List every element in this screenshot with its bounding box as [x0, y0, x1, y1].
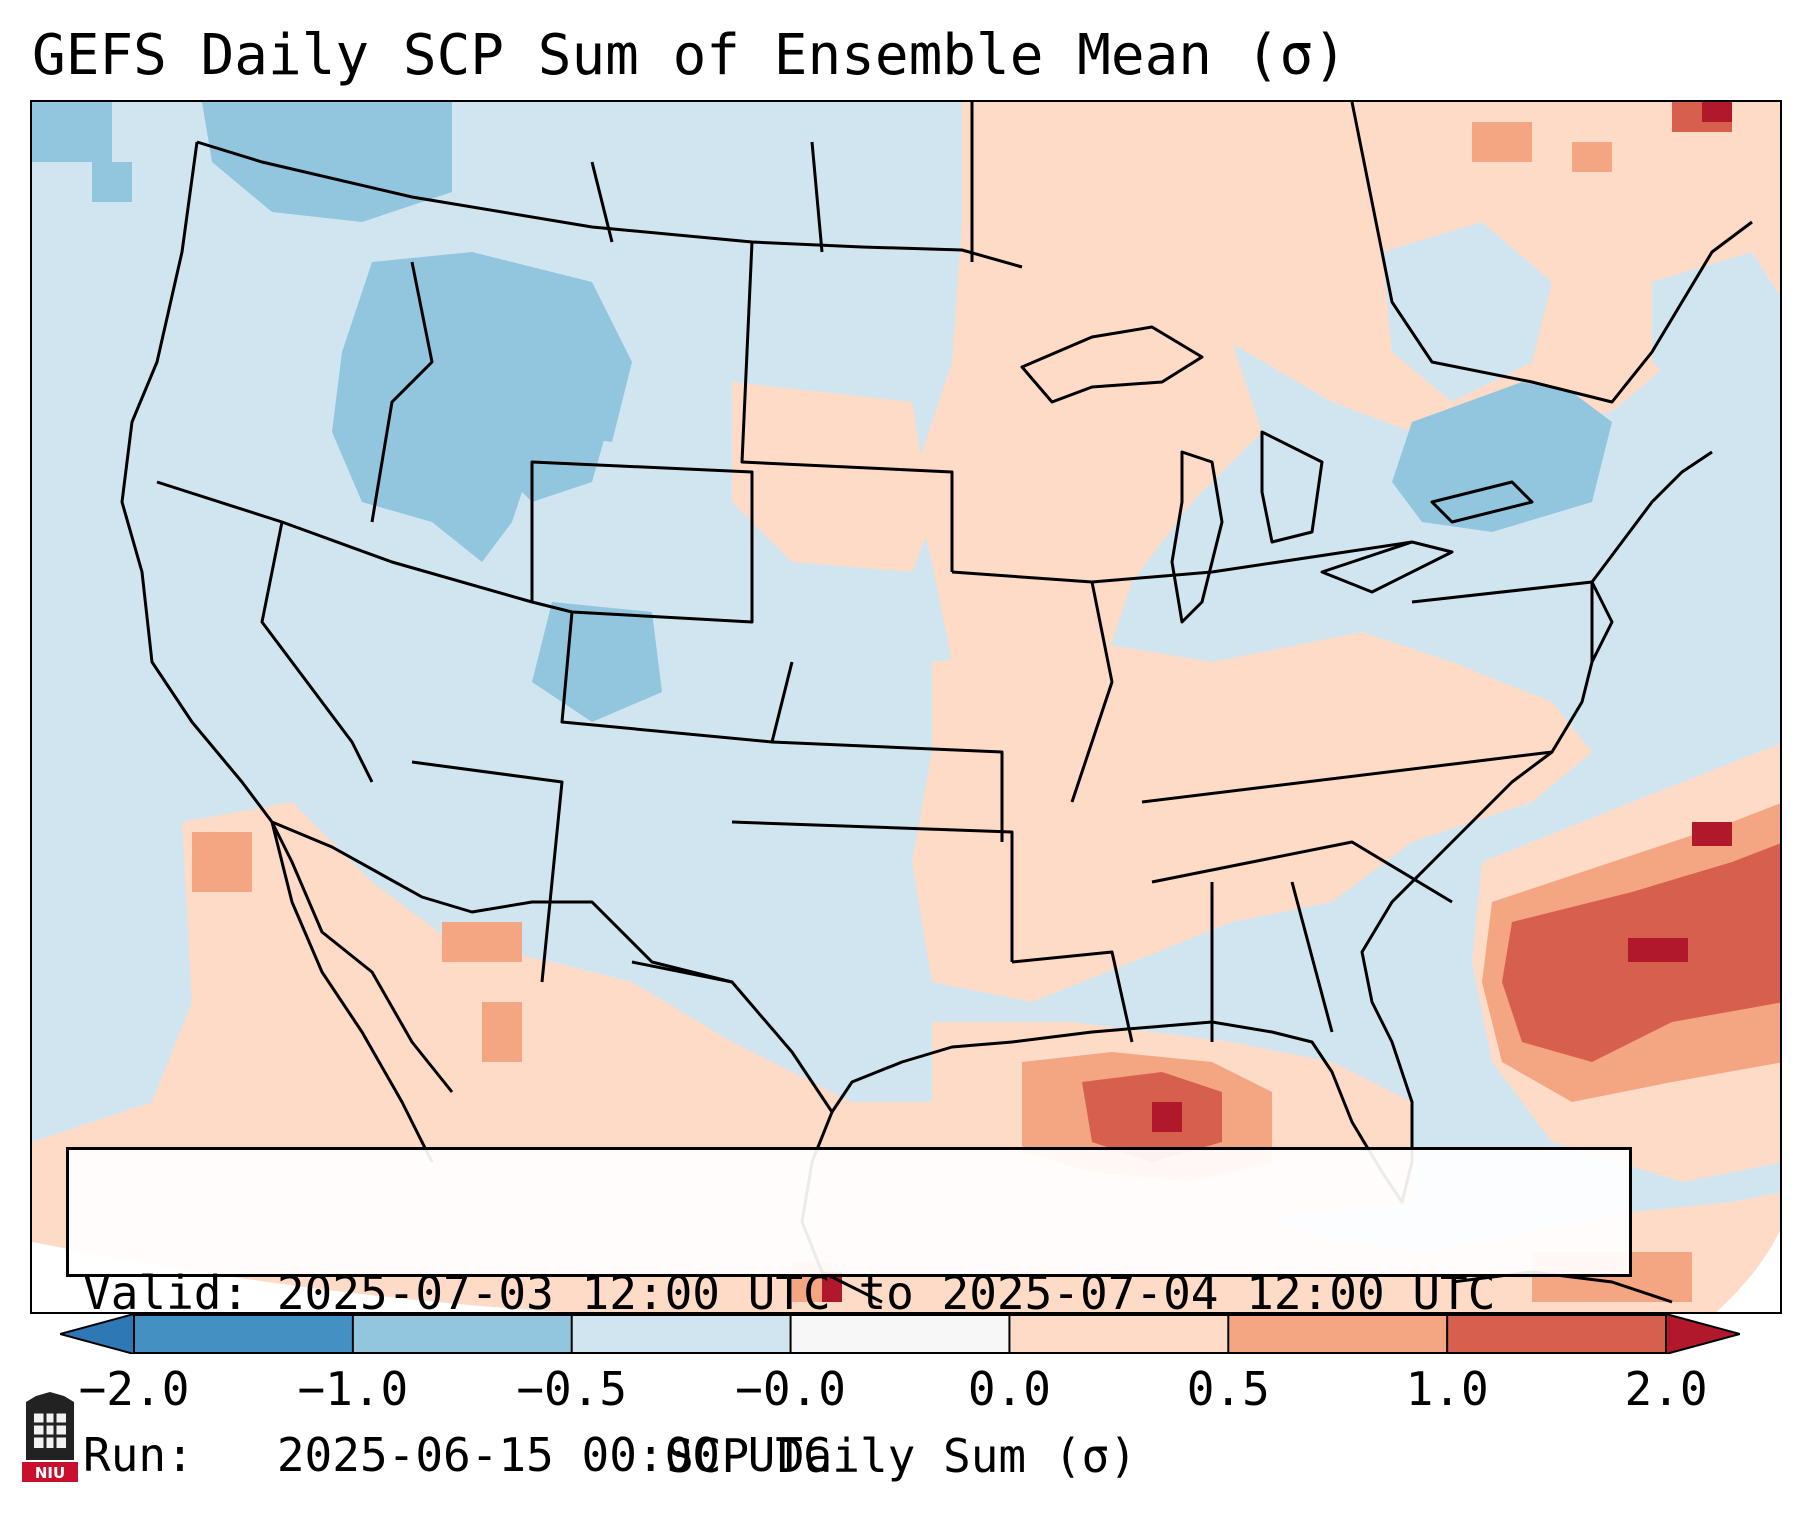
us-canada-border — [196, 140, 1023, 269]
state-border-10 — [951, 570, 1114, 803]
state-border-12 — [1141, 750, 1553, 804]
colorbar-label: SCP Daily Sum (σ) — [666, 1429, 1137, 1483]
gulf-dark-red-cell — [1152, 1102, 1182, 1132]
quebec-blue-patch — [1652, 252, 1780, 422]
state-border-18 — [1411, 580, 1594, 662]
atlantic-dark-red-cell — [1628, 938, 1688, 962]
lake-michigan — [1170, 450, 1224, 624]
ne-canada-orange-cell-2 — [1572, 142, 1612, 172]
colorbar-tick-marks — [133, 1314, 1667, 1354]
map-panel[interactable] — [30, 100, 1782, 1314]
state-border-8 — [771, 740, 1004, 842]
colorbar-bin — [1228, 1314, 1448, 1354]
outside-domain-corner-right — [1716, 1230, 1780, 1312]
state-border-6 — [560, 611, 794, 744]
baja-orange-cell — [192, 832, 252, 892]
scp-map — [32, 102, 1780, 1312]
canada-east-blue-patch — [1382, 222, 1552, 402]
state-border-11 — [1091, 540, 1413, 584]
west-coast — [120, 141, 434, 1163]
north-plains-positive-region — [732, 382, 932, 572]
state-border-2 — [260, 521, 374, 783]
ne-canada-red-cell-2 — [1702, 102, 1732, 122]
us-mexico-border — [271, 820, 834, 1113]
niu-logo-text: NIU — [35, 1464, 65, 1482]
niu-logo: NIU — [22, 1392, 78, 1482]
canada-east-positive-region — [962, 102, 1780, 482]
midwest-south-positive-region — [912, 632, 1592, 1002]
nw-offshore-neg-cell — [32, 102, 112, 162]
colorbar-tick-label: 1.0 — [1405, 1362, 1489, 1416]
lake-huron — [1260, 430, 1324, 544]
state-border-3 — [370, 261, 434, 523]
outside-domain-corner — [32, 1242, 561, 1312]
colorbar-bin — [1009, 1314, 1229, 1354]
state-border-19 — [590, 102, 974, 262]
colorbar-bin — [571, 1314, 792, 1354]
colorbar-tick-label: 0.0 — [967, 1362, 1051, 1416]
state-border-1 — [156, 480, 533, 604]
state-border-4 — [530, 460, 754, 624]
state-border-9 — [731, 820, 1014, 962]
nw-offshore-neg-cell-2 — [92, 162, 132, 202]
state-border-13 — [1151, 840, 1453, 904]
rockies-negative-region — [332, 252, 632, 562]
state-border-15 — [1290, 881, 1334, 1033]
colorbar-bin — [790, 1314, 1010, 1354]
valid-time-text: Valid: 2025-07-03 12:00 UTC to 2025-07-0… — [83, 1266, 1496, 1320]
page-title: GEFS Daily SCP Sum of Ensemble Mean (σ) — [32, 23, 1347, 88]
ny-lakes-negative-region — [1392, 382, 1612, 532]
state-border-5 — [740, 241, 954, 572]
state-border-17 — [631, 960, 733, 984]
ne-canada-orange-cell — [1472, 122, 1532, 162]
sw-orange-cell-2 — [482, 1002, 522, 1062]
colorbar-bin — [134, 1314, 354, 1354]
colorbar — [60, 1314, 1740, 1354]
state-border-16 — [1011, 950, 1134, 1043]
colorbar-tick-label: −0.0 — [735, 1362, 846, 1416]
colorbar-tick-label: −0.5 — [516, 1362, 628, 1416]
canada-border-east — [1350, 102, 1753, 404]
colorbar-extend-low — [60, 1314, 135, 1354]
colorbar-tick-label: −2.0 — [78, 1362, 190, 1416]
colorbar-bin — [1447, 1314, 1667, 1354]
colorbar-tick-label: 0.5 — [1186, 1362, 1270, 1416]
lake-superior — [1020, 325, 1204, 404]
sw-orange-cell — [442, 922, 522, 962]
run-time-text: Run: 2025-06-15 00:00 UTC — [83, 1428, 831, 1482]
map-borders — [120, 102, 1753, 1304]
state-border-7 — [411, 760, 564, 983]
wyoming-negative-region — [492, 402, 612, 502]
colorbar-bins — [60, 1314, 1740, 1354]
atlantic-dark-red-cell-2 — [1692, 822, 1732, 846]
colorbar-bin — [352, 1314, 573, 1354]
baja-coast — [270, 821, 454, 1093]
cuba-coast — [1451, 1270, 1673, 1304]
gulf-coast — [830, 450, 1713, 1204]
lake-erie-ontario — [1320, 480, 1534, 594]
valid-run-info-box: Valid: 2025-07-03 12:00 UTC to 2025-07-0… — [66, 1147, 1632, 1482]
colorbar-tick-label: 2.0 — [1624, 1362, 1708, 1416]
colorbar-tick-label: −1.0 — [297, 1362, 409, 1416]
colorbar-extend-high — [1665, 1314, 1740, 1354]
